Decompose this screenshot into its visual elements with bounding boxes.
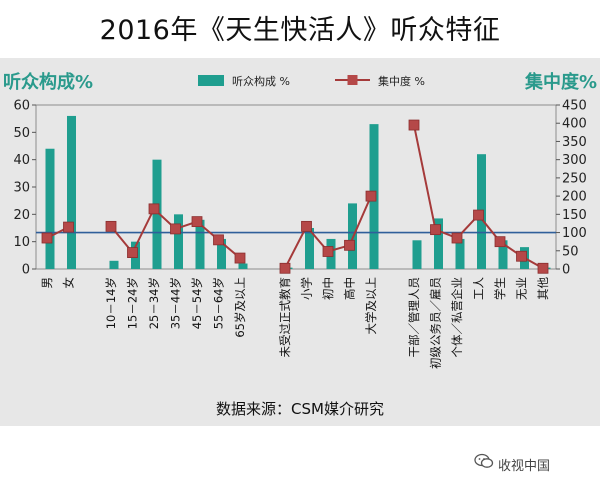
bar	[412, 240, 422, 269]
line-marker	[537, 262, 549, 274]
line-marker	[234, 252, 246, 264]
chart-frame: 0 10 20 30 40 50 60 0 50 100 150 200 250 300 350 400 450…	[0, 58, 600, 426]
line-marker	[148, 203, 160, 215]
category-label: 15－24岁	[126, 277, 140, 329]
bar	[305, 228, 314, 269]
line-marker	[301, 220, 312, 232]
right-tick-label: 100	[562, 226, 587, 241]
category-label: 干部／管理人员	[407, 277, 421, 358]
line-marker	[322, 246, 334, 257]
wechat-icon	[474, 453, 494, 468]
line-marker	[213, 234, 224, 246]
line-marker	[344, 239, 355, 251]
right-tick-label: 150	[562, 208, 587, 223]
line-marker	[105, 220, 117, 232]
line-marker	[365, 190, 377, 202]
right-tick-label: 400	[562, 117, 587, 132]
legend-bar-label: 听众构成 %	[232, 74, 290, 88]
chart-title: 2016年《天生快活人》听众特征	[99, 15, 501, 46]
line-marker	[408, 119, 420, 131]
line-marker	[430, 224, 441, 236]
category-label: 55－64岁	[212, 277, 226, 329]
chart-axes: 0 10 20 30 40 50 60 0 50 100 150 200 250 300 350 400 450	[13, 99, 586, 278]
line-marker	[516, 250, 527, 262]
category-label: 工人	[472, 277, 486, 300]
bar	[455, 238, 465, 269]
category-label: 未受过正式教育	[278, 277, 292, 358]
bar-series	[45, 115, 551, 269]
line-marker	[41, 232, 53, 244]
line-marker	[63, 221, 74, 233]
category-label: 大学及以上	[364, 277, 378, 335]
right-axis-title: 集中度%	[524, 71, 597, 93]
category-label: 个体／私营企业	[450, 277, 464, 358]
line-marker	[170, 223, 181, 235]
category-label: 初级公务员／雇员	[429, 277, 443, 369]
category-label: 初中	[321, 277, 335, 300]
line-marker	[473, 209, 484, 221]
left-tick-label: 0	[22, 263, 30, 278]
bar	[152, 159, 162, 269]
category-label: 65岁及以上	[233, 277, 247, 338]
left-tick-label: 60	[13, 99, 30, 114]
line-marker	[494, 236, 506, 248]
legend-bar-swatch	[198, 75, 224, 86]
left-tick-label: 40	[13, 153, 30, 168]
right-tick-label: 350	[562, 135, 587, 150]
category-label: 10－14岁	[104, 277, 118, 329]
category-label: 35－44岁	[169, 277, 183, 329]
bar	[195, 219, 205, 269]
line-marker	[191, 216, 203, 228]
category-labels: 男女 10－14岁 15－24岁 25－34岁 35－44岁 45－54岁 55－64岁 65…	[40, 277, 550, 369]
bar	[109, 260, 119, 269]
bar	[434, 218, 443, 269]
bar	[498, 240, 508, 269]
left-axis-title: 听众构成%	[3, 71, 93, 93]
bar	[67, 115, 76, 269]
category-label: 25－34岁	[147, 277, 161, 329]
legend-line-marker	[347, 75, 358, 85]
line-marker	[451, 232, 463, 244]
right-tick-label: 250	[562, 171, 587, 186]
line-series	[41, 119, 549, 274]
legend: 听众构成 % 集中度 %	[198, 74, 425, 88]
left-tick-label: 50	[13, 126, 30, 141]
right-tick-label: 200	[562, 190, 587, 205]
legend-line-label: 集中度 %	[378, 74, 425, 88]
watermark: 收视中国	[498, 459, 551, 474]
bar	[238, 263, 248, 269]
left-tick-label: 20	[13, 208, 30, 223]
category-label: 学生	[493, 277, 507, 300]
right-tick-label: 50	[562, 244, 579, 259]
right-tick-label: 0	[562, 263, 570, 278]
bar	[217, 238, 226, 269]
chart-svg: 0 10 20 30 40 50 60 0 50 100 150 200 250 300 350 400 450…	[3, 71, 597, 369]
category-label: 45－54岁	[190, 277, 204, 329]
line-marker	[279, 262, 291, 274]
category-label: 无业	[515, 277, 529, 300]
category-label: 男	[40, 277, 54, 289]
left-tick-label: 30	[13, 181, 30, 196]
left-tick-label: 10	[13, 235, 30, 250]
category-label: 其他	[536, 277, 550, 300]
bar	[45, 148, 55, 269]
right-tick-label: 300	[562, 153, 587, 168]
bar	[174, 214, 183, 269]
right-tick-label: 450	[562, 99, 587, 114]
category-label: 女	[62, 277, 76, 289]
category-label: 小学	[300, 277, 314, 300]
data-source: 数据来源：CSM媒介研究	[216, 400, 384, 418]
line-marker	[127, 247, 138, 259]
category-label: 高中	[343, 277, 357, 300]
